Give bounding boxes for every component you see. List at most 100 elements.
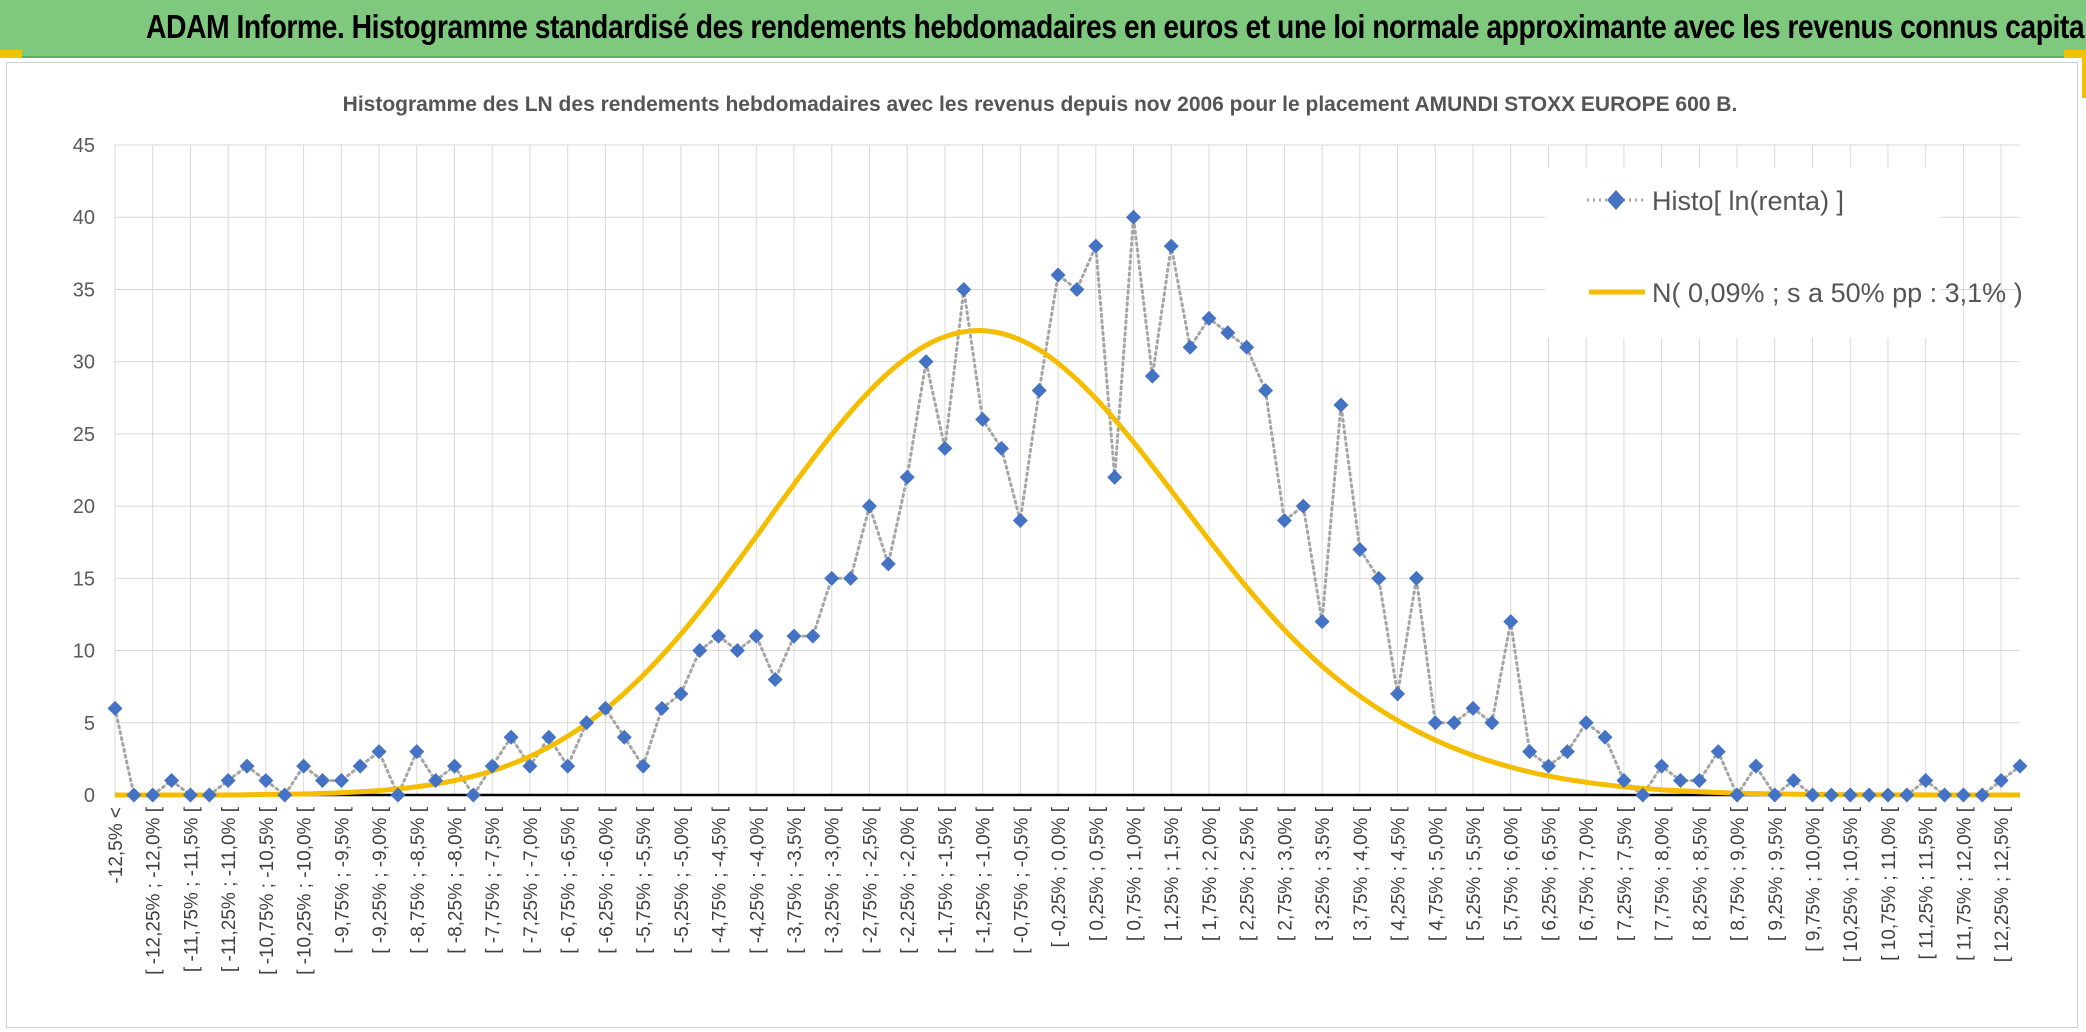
- x-tick-label: [ -2,75% ; -2,5% [: [860, 806, 881, 954]
- histo-point: [1239, 339, 1255, 355]
- histo-point: [1031, 383, 1047, 399]
- histo-point: [1408, 570, 1424, 586]
- histo-point: [1748, 758, 1764, 774]
- x-tick-label: [ 10,75% ; 11,0% [: [1879, 806, 1900, 961]
- histo-point: [258, 773, 274, 789]
- histo-point: [296, 758, 312, 774]
- x-axis-ticks: -12,5% < [ -12,25% ; -12,0% [[ -11,75% ; …: [106, 806, 2013, 975]
- histo-point: [1842, 787, 1858, 803]
- x-tick-label: [ 7,25% ; 7,5% [: [1615, 806, 1636, 941]
- histo-point: [447, 758, 463, 774]
- histo-point: [560, 758, 576, 774]
- histo-point: [729, 643, 745, 659]
- histo-point: [1314, 614, 1330, 630]
- histo-point: [182, 787, 198, 803]
- x-tick-label: [ 11,25% ; 11,5% [: [1917, 806, 1938, 959]
- x-tick-label: -12,5% <: [106, 807, 127, 884]
- x-tick-label: [ 4,75% ; 5,0% [: [1426, 806, 1447, 941]
- histo-point: [239, 758, 255, 774]
- x-tick-label: [ -4,25% ; -4,0% [: [747, 806, 768, 954]
- x-tick-label: [ -11,25% ; -11,0% [: [219, 806, 240, 972]
- y-tick-label: 20: [73, 496, 95, 518]
- histo-point: [975, 411, 991, 427]
- y-tick-label: 10: [73, 641, 95, 663]
- x-tick-label: [ -3,75% ; -3,5% [: [785, 806, 806, 954]
- x-tick-label: [ 6,25% ; 6,5% [: [1539, 806, 1560, 941]
- y-tick-label: 35: [73, 279, 95, 301]
- y-tick-label: 40: [73, 207, 95, 229]
- x-tick-label: [ 4,25% ; 4,5% [: [1389, 806, 1410, 941]
- histo-point: [1201, 310, 1217, 326]
- histo-point: [428, 773, 444, 789]
- histo-point: [126, 787, 142, 803]
- x-tick-label: [ -7,25% ; -7,0% [: [521, 806, 542, 954]
- histo-point: [1371, 570, 1387, 586]
- histo-point: [409, 744, 425, 760]
- histo-point: [956, 281, 972, 297]
- report-title: ADAM Informe. Histogramme standardisé de…: [146, 8, 2086, 45]
- accent-strip-right: [2082, 58, 2086, 98]
- histo-point: [371, 744, 387, 760]
- histo-point: [824, 570, 840, 586]
- histo-point: [1691, 773, 1707, 789]
- x-tick-label: [ 6,75% ; 7,0% [: [1577, 806, 1598, 941]
- histo-point: [692, 643, 708, 659]
- histo-point: [1276, 513, 1292, 529]
- histo-point: [1654, 758, 1670, 774]
- histo-point: [1918, 773, 1934, 789]
- histo-point: [522, 758, 538, 774]
- histo-point: [1182, 339, 1198, 355]
- x-tick-label: [ -6,25% ; -6,0% [: [596, 806, 617, 954]
- histo-point: [352, 758, 368, 774]
- y-tick-label: 15: [73, 568, 95, 590]
- x-tick-label: [ -10,25% ; -10,0% [: [295, 806, 316, 975]
- x-tick-label: [ 5,25% ; 5,5% [: [1464, 806, 1485, 941]
- x-tick-label: [ -1,25% ; -1,0% [: [974, 806, 995, 954]
- chart-title: Histogramme des LN des rendements hebdom…: [343, 93, 1738, 116]
- histo-point: [1126, 209, 1142, 225]
- x-tick-label: [ -9,75% ; -9,5% [: [332, 806, 353, 954]
- histo-point: [1823, 787, 1839, 803]
- x-tick-label: [ 3,75% ; 4,0% [: [1351, 806, 1372, 941]
- histo-point: [164, 773, 180, 789]
- histo-point: [1805, 787, 1821, 803]
- x-tick-label: [ 0,75% ; 1,0% [: [1125, 806, 1146, 941]
- histo-point: [1522, 744, 1538, 760]
- histo-point: [1729, 787, 1745, 803]
- legend-histo-marker: [1607, 190, 1625, 210]
- x-tick-label: [ 8,75% ; 9,0% [: [1728, 806, 1749, 941]
- histo-point: [1333, 397, 1349, 413]
- histo-point: [616, 729, 632, 745]
- x-tick-label: [ 7,75% ; 8,0% [: [1653, 806, 1674, 941]
- gridlines: [114, 144, 2020, 797]
- y-tick-label: 0: [84, 785, 95, 807]
- histo-point: [1163, 238, 1179, 254]
- x-tick-label: [ 8,25% ; 8,5% [: [1690, 806, 1711, 941]
- histo-point: [1540, 758, 1556, 774]
- y-tick-label: 5: [84, 713, 95, 735]
- x-tick-label: [ -6,75% ; -6,5% [: [559, 806, 580, 954]
- x-tick-label: [ 3,25% ; 3,5% [: [1313, 806, 1334, 941]
- histo-point: [1390, 686, 1406, 702]
- x-tick-label: [ -2,25% ; -2,0% [: [898, 806, 919, 954]
- x-tick-label: [ -1,75% ; -1,5% [: [936, 806, 957, 954]
- x-tick-label: [ 10,25% ; 10,5% [: [1841, 806, 1862, 962]
- x-tick-label: [ -0,75% ; -0,5% [: [1011, 806, 1032, 954]
- histo-point: [541, 729, 557, 745]
- histo-series-line: [113, 217, 2022, 799]
- histo-point: [220, 773, 236, 789]
- histo-point: [711, 628, 727, 644]
- normal-curve-line: [115, 328, 2020, 798]
- x-tick-label: [ -5,75% ; -5,5% [: [634, 806, 655, 954]
- histo-point: [1710, 744, 1726, 760]
- histo-point: [786, 628, 802, 644]
- y-axis-ticks: 0 5 10 15 20 25 30 35 40 45: [73, 135, 95, 807]
- x-tick-label: [ 0,25% ; 0,5% [: [1087, 806, 1108, 941]
- x-tick-label: [ -12,25% ; -12,0% [: [144, 806, 165, 975]
- histo-point: [918, 354, 934, 370]
- histo-point: [1767, 787, 1783, 803]
- histo-point: [333, 773, 349, 789]
- y-tick-label: 25: [73, 424, 95, 446]
- histo-point: [1993, 773, 2009, 789]
